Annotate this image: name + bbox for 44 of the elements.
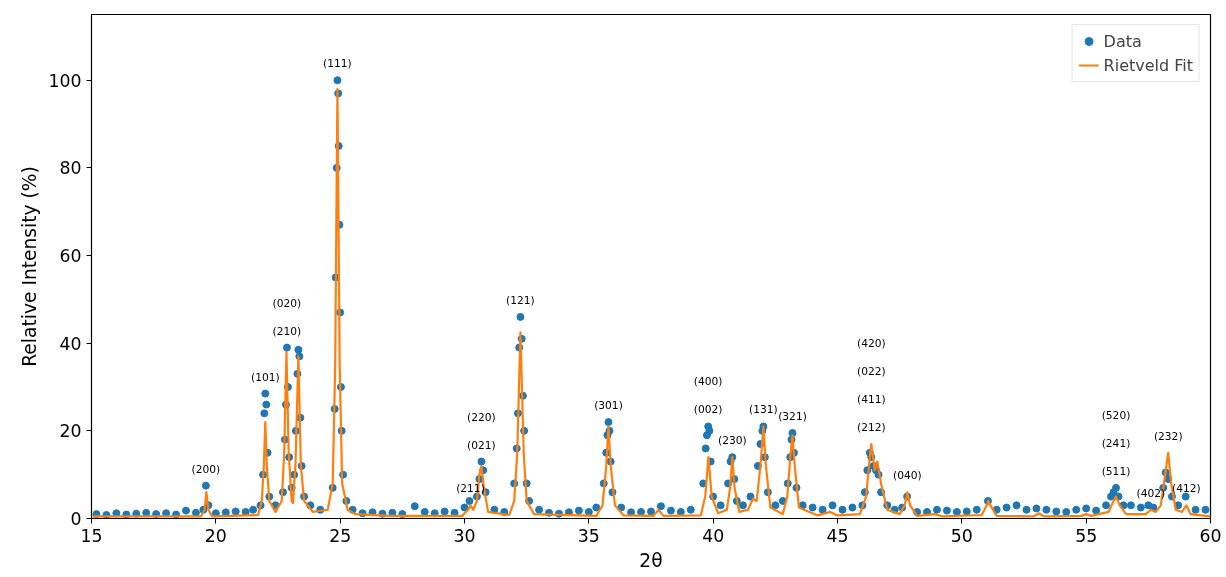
x-axis-title: 2θ [639, 549, 663, 571]
x-tick-label: 40 [702, 525, 725, 546]
annotation: (400) [693, 375, 723, 389]
annotation: (210) [272, 324, 302, 338]
legend-label: Rietveld Fit [1103, 55, 1193, 75]
annotation: (212) [856, 421, 886, 434]
annotation: (111) [323, 57, 352, 71]
annotation: (420) [856, 337, 886, 350]
x-tick-label: 35 [577, 525, 600, 546]
y-tick-label: 60 [59, 246, 82, 267]
y-tick-label: 0 [70, 509, 82, 529]
y-tick-label: 100 [48, 70, 82, 91]
legend-label: Data [1103, 31, 1142, 51]
x-tick-label: 45 [826, 525, 849, 546]
y-tick-label: 40 [59, 333, 82, 354]
annotation: (232) [1153, 429, 1183, 443]
y-axis-title: Relative Intensity (%) [19, 166, 41, 367]
annotation: (022) [856, 365, 886, 378]
y-tick-label: 20 [59, 421, 82, 442]
x-tick-label: 30 [453, 525, 476, 546]
annotation: (002) [693, 403, 723, 417]
annotation: (200) [191, 462, 221, 476]
annotation: (040) [893, 469, 922, 483]
annotation: (411) [856, 393, 886, 406]
annotation: (301) [594, 399, 623, 413]
annotation: (101) [250, 370, 280, 384]
x-tick-label: 60 [1199, 525, 1222, 546]
annotation: (520) [1101, 408, 1131, 422]
x-tick-label: 50 [950, 525, 973, 546]
x-tick-label: 20 [204, 525, 227, 546]
x-tick-label: 25 [329, 525, 352, 546]
annotation: (511) [1101, 464, 1131, 478]
annotation: (220) [467, 410, 496, 424]
y-tick-label: 80 [59, 158, 82, 179]
annotation: (321) [778, 410, 807, 424]
annotation: (131) [749, 403, 778, 417]
annotation: (121) [506, 293, 535, 307]
x-tick-label: 15 [80, 525, 103, 546]
annotation: (412) [1172, 482, 1201, 496]
annotation: (230) [717, 434, 747, 448]
x-tick-label: 55 [1075, 525, 1098, 546]
annotation: (020) [272, 296, 302, 310]
annotation: (021) [467, 438, 496, 452]
annotation: (241) [1101, 436, 1131, 450]
